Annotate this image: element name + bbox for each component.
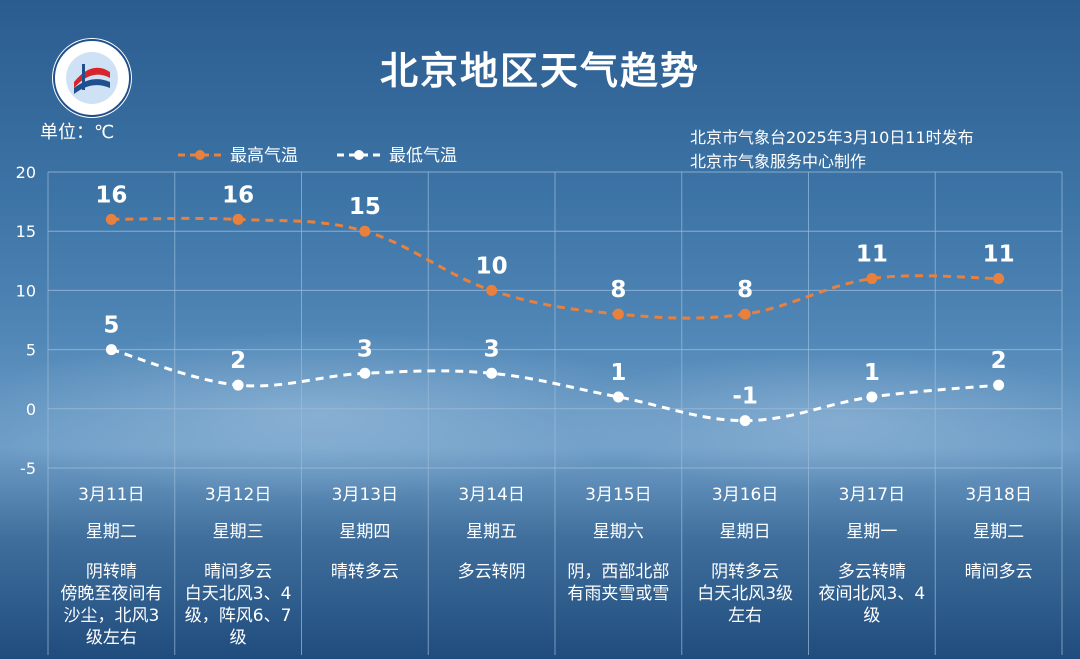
series-high-data-label: 16 bbox=[222, 182, 254, 208]
day-weekday: 星期五 bbox=[466, 522, 517, 542]
series-high-data-label: 8 bbox=[610, 277, 626, 303]
series-low-point bbox=[105, 344, 117, 356]
y-tick-label: -5 bbox=[20, 459, 36, 478]
series-low-point bbox=[359, 367, 371, 379]
day-weather-line: 夜间北风3、4 bbox=[819, 584, 926, 604]
day-weather-line: 级，阵风6、7 bbox=[185, 606, 292, 626]
day-weekday: 星期六 bbox=[593, 522, 644, 542]
day-weather-line: 阴转多云 bbox=[711, 562, 779, 582]
series-low-point bbox=[739, 415, 751, 427]
day-weather-line: 多云转阴 bbox=[458, 562, 526, 582]
series-low-point bbox=[993, 379, 1005, 391]
series-low-data-label: 5 bbox=[103, 313, 119, 339]
series-high-data-label: 15 bbox=[349, 194, 381, 220]
series-low-point bbox=[486, 367, 498, 379]
day-weather-line: 沙尘，北风3 bbox=[63, 606, 159, 626]
series-high-data-label: 11 bbox=[983, 242, 1015, 268]
day-weekday: 星期四 bbox=[339, 522, 390, 542]
day-date: 3月12日 bbox=[205, 485, 271, 505]
legend-low-marker bbox=[354, 150, 364, 160]
series-high-data-label: 16 bbox=[95, 182, 127, 208]
day-weather-line: 白天北风3、4 bbox=[185, 584, 292, 604]
series-high-line bbox=[111, 216, 999, 320]
day-weather-line: 级 bbox=[863, 606, 880, 626]
series-low-point bbox=[866, 391, 878, 403]
day-date: 3月17日 bbox=[839, 485, 905, 505]
y-tick-label: 5 bbox=[26, 341, 36, 360]
cloud-decoration bbox=[0, 330, 680, 500]
day-weather-line: 阴转晴 bbox=[86, 562, 137, 582]
series-high-data-label: 11 bbox=[856, 242, 888, 268]
day-weather-line: 傍晚至夜间有 bbox=[60, 584, 162, 604]
series-high-data-label: 8 bbox=[737, 277, 753, 303]
y-tick-label: 0 bbox=[26, 400, 36, 419]
day-date: 3月18日 bbox=[965, 485, 1031, 505]
y-tick-label: 15 bbox=[16, 222, 36, 241]
series-high-data-label: 10 bbox=[476, 253, 508, 279]
series-low-point bbox=[612, 391, 624, 403]
series-low-line bbox=[110, 348, 999, 423]
day-weekday: 星期日 bbox=[720, 522, 771, 542]
day-weather-line: 晴间多云 bbox=[204, 562, 272, 582]
day-date: 3月15日 bbox=[585, 485, 651, 505]
meteorological-service-logo bbox=[52, 38, 132, 118]
y-tick-label: 20 bbox=[16, 163, 36, 182]
series-high-point bbox=[612, 308, 624, 320]
legend-high-marker bbox=[195, 150, 205, 160]
day-weather-line: 有雨夹雪或雪 bbox=[567, 584, 669, 604]
series-high-point bbox=[866, 273, 878, 285]
legend-low-label: 最低气温 bbox=[389, 146, 457, 166]
day-date: 3月13日 bbox=[332, 485, 398, 505]
series-low-data-label: -1 bbox=[732, 384, 758, 410]
series-low-data-label: 3 bbox=[484, 336, 500, 362]
day-weather-line: 左右 bbox=[728, 606, 762, 626]
day-weekday: 星期二 bbox=[86, 522, 137, 542]
unit-label: 单位：℃ bbox=[40, 122, 115, 143]
y-tick-label: 10 bbox=[16, 281, 36, 300]
day-weekday: 星期一 bbox=[846, 522, 897, 542]
series-low-data-label: 2 bbox=[991, 348, 1007, 374]
day-weather-line: 晴间多云 bbox=[965, 562, 1033, 582]
series-high-point bbox=[232, 213, 244, 225]
publisher-line-1: 北京市气象台2025年3月10日11时发布 bbox=[690, 128, 974, 147]
series-high-point bbox=[993, 273, 1005, 285]
page-title: 北京地区天气趋势 bbox=[379, 49, 700, 93]
series-high-point bbox=[739, 308, 751, 320]
day-date: 3月16日 bbox=[712, 485, 778, 505]
series-low-point bbox=[232, 379, 244, 391]
series-low-data-label: 3 bbox=[357, 336, 373, 362]
series-high-point bbox=[359, 225, 371, 237]
day-weekday: 星期二 bbox=[973, 522, 1024, 542]
day-date: 3月11日 bbox=[78, 485, 144, 505]
day-weather-line: 晴转多云 bbox=[331, 562, 399, 582]
day-weather-line: 阴，西部北部 bbox=[567, 562, 669, 582]
day-date: 3月14日 bbox=[458, 485, 524, 505]
series-low-data-label: 1 bbox=[864, 360, 880, 386]
legend-high-label: 最高气温 bbox=[230, 146, 298, 166]
day-weekday: 星期三 bbox=[213, 522, 264, 542]
day-weather-line: 级左右 bbox=[86, 628, 137, 648]
cloud-decoration bbox=[560, 350, 1080, 490]
series-high-point bbox=[486, 284, 498, 296]
series-low-data-label: 2 bbox=[230, 348, 246, 374]
publisher-info: 北京市气象台2025年3月10日11时发布 北京市气象服务中心制作 bbox=[690, 126, 974, 174]
day-weather-line: 多云转晴 bbox=[838, 562, 906, 582]
publisher-line-2: 北京市气象服务中心制作 bbox=[690, 152, 867, 171]
series-low-data-label: 1 bbox=[610, 360, 626, 386]
day-weather-line: 白天北风3级 bbox=[697, 584, 793, 604]
series-high-point bbox=[105, 213, 117, 225]
day-weather-line: 级 bbox=[230, 628, 247, 648]
